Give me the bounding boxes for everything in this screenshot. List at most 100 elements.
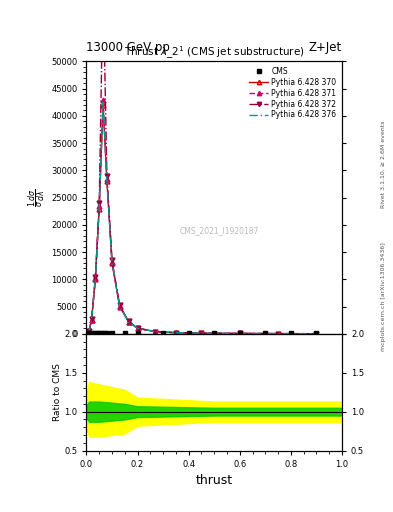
Pythia 6.428 371 [314, 331, 319, 337]
Line: CMS: CMS [86, 331, 318, 335]
Pythia 6.428 372 [89, 316, 94, 322]
Pythia 6.428 376 [85, 330, 90, 336]
CMS [94, 330, 99, 336]
Pythia 6.428 371 [126, 318, 131, 325]
Pythia 6.428 371 [199, 330, 204, 336]
Pythia 6.428 370 [174, 330, 178, 336]
Pythia 6.428 372 [174, 330, 178, 336]
Pythia 6.428 372 [135, 325, 140, 331]
Pythia 6.428 376 [105, 177, 109, 183]
Text: CMS_2021_I1920187: CMS_2021_I1920187 [180, 226, 259, 235]
Pythia 6.428 371 [237, 330, 242, 336]
Pythia 6.428 371 [89, 316, 94, 323]
CMS [288, 330, 293, 336]
Pythia 6.428 376 [101, 99, 105, 105]
Pythia 6.428 376 [174, 330, 178, 336]
Pythia 6.428 371 [110, 259, 114, 265]
CMS [92, 330, 97, 336]
Pythia 6.428 372 [117, 303, 122, 309]
Pythia 6.428 370 [199, 330, 204, 336]
Pythia 6.428 371 [135, 325, 140, 331]
Pythia 6.428 376 [110, 260, 114, 266]
Pythia 6.428 372 [86, 328, 91, 334]
CMS [99, 330, 104, 336]
CMS [89, 330, 94, 336]
Y-axis label: $\frac{1}{\sigma}\frac{d\sigma}{d\lambda}$: $\frac{1}{\sigma}\frac{d\sigma}{d\lambda… [27, 188, 48, 207]
Pythia 6.428 371 [105, 176, 109, 182]
Pythia 6.428 372 [314, 331, 319, 337]
Pythia 6.428 372 [110, 257, 114, 263]
Pythia 6.428 376 [89, 317, 94, 323]
CMS [102, 330, 107, 336]
Pythia 6.428 371 [117, 303, 122, 309]
Pythia 6.428 370 [101, 102, 105, 108]
Pythia 6.428 370 [85, 330, 90, 336]
Pythia 6.428 370 [105, 178, 109, 184]
Pythia 6.428 371 [93, 275, 98, 281]
Pythia 6.428 370 [276, 331, 281, 337]
Pythia 6.428 376 [97, 204, 101, 210]
CMS [123, 330, 127, 336]
Pythia 6.428 372 [237, 330, 242, 336]
Pythia 6.428 370 [237, 330, 242, 336]
Pythia 6.428 372 [93, 273, 98, 280]
CMS [237, 330, 242, 336]
Pythia 6.428 372 [153, 329, 158, 335]
Pythia 6.428 371 [85, 330, 90, 336]
Pythia 6.428 371 [97, 203, 101, 209]
Line: Pythia 6.428 376: Pythia 6.428 376 [88, 102, 316, 334]
CMS [105, 330, 109, 336]
Pythia 6.428 371 [276, 331, 281, 337]
Pythia 6.428 376 [199, 330, 204, 336]
CMS [135, 330, 140, 336]
Pythia 6.428 376 [86, 328, 91, 334]
Text: Z+Jet: Z+Jet [309, 41, 342, 54]
Pythia 6.428 376 [117, 303, 122, 309]
Line: Pythia 6.428 372: Pythia 6.428 372 [85, 0, 319, 336]
CMS [97, 330, 101, 336]
Pythia 6.428 372 [97, 200, 101, 206]
Pythia 6.428 376 [237, 330, 242, 336]
Pythia 6.428 372 [105, 173, 109, 179]
Pythia 6.428 376 [314, 331, 319, 337]
Pythia 6.428 370 [97, 205, 101, 211]
Pythia 6.428 370 [314, 331, 319, 337]
Legend: CMS, Pythia 6.428 370, Pythia 6.428 371, Pythia 6.428 372, Pythia 6.428 376: CMS, Pythia 6.428 370, Pythia 6.428 371,… [248, 65, 338, 121]
Title: Thrust $\lambda\_2^1$ (CMS jet substructure): Thrust $\lambda\_2^1$ (CMS jet substruct… [124, 45, 305, 61]
Pythia 6.428 371 [86, 328, 91, 334]
Y-axis label: Ratio to CMS: Ratio to CMS [53, 363, 62, 421]
Pythia 6.428 376 [276, 331, 281, 337]
Pythia 6.428 376 [153, 329, 158, 335]
Pythia 6.428 376 [135, 325, 140, 331]
CMS [161, 330, 165, 336]
Text: mcplots.cern.ch [arXiv:1306.3436]: mcplots.cern.ch [arXiv:1306.3436] [381, 243, 386, 351]
Pythia 6.428 370 [153, 329, 158, 335]
Pythia 6.428 376 [93, 276, 98, 282]
Pythia 6.428 371 [153, 329, 158, 335]
Pythia 6.428 370 [117, 304, 122, 310]
CMS [86, 330, 91, 336]
CMS [110, 330, 114, 336]
CMS [186, 330, 191, 336]
Pythia 6.428 371 [101, 96, 105, 102]
Pythia 6.428 372 [276, 331, 281, 337]
Pythia 6.428 370 [89, 317, 94, 323]
Text: Rivet 3.1.10, ≥ 2.6M events: Rivet 3.1.10, ≥ 2.6M events [381, 120, 386, 207]
Pythia 6.428 370 [135, 325, 140, 331]
CMS [314, 330, 319, 336]
Pythia 6.428 370 [126, 319, 131, 325]
Pythia 6.428 376 [126, 318, 131, 325]
Pythia 6.428 372 [199, 330, 204, 336]
Line: Pythia 6.428 370: Pythia 6.428 370 [85, 102, 319, 336]
Text: 13000 GeV pp: 13000 GeV pp [86, 41, 170, 54]
CMS [212, 330, 217, 336]
Pythia 6.428 370 [86, 328, 91, 334]
Pythia 6.428 372 [126, 318, 131, 325]
Pythia 6.428 370 [93, 276, 98, 283]
CMS [263, 330, 268, 336]
Pythia 6.428 371 [174, 330, 178, 336]
CMS [85, 330, 90, 336]
X-axis label: thrust: thrust [196, 474, 233, 487]
Pythia 6.428 372 [85, 330, 90, 336]
Line: Pythia 6.428 371: Pythia 6.428 371 [85, 97, 319, 336]
